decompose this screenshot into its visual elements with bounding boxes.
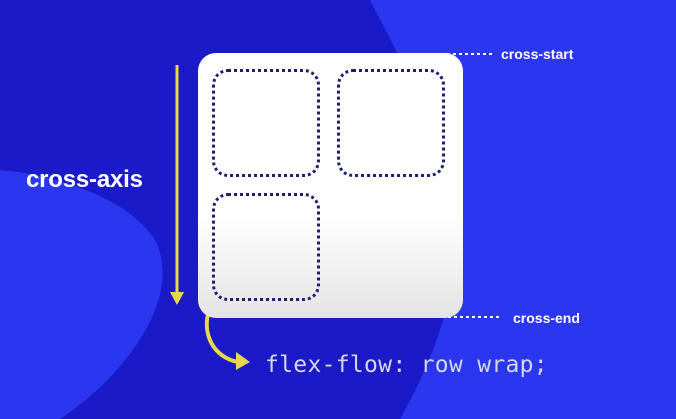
cross-axis-arrowhead xyxy=(170,292,184,305)
curved-arrow-head xyxy=(236,352,250,370)
background-blob-left xyxy=(0,170,163,419)
flex-container xyxy=(198,53,463,318)
cross-start-label: cross-start xyxy=(501,46,574,62)
cross-end-label: cross-end xyxy=(513,310,580,326)
flex-item-2 xyxy=(337,69,445,177)
code-snippet: flex-flow: row wrap; xyxy=(265,352,548,378)
flex-item-1 xyxy=(212,69,320,177)
flex-item-3 xyxy=(212,193,320,301)
cross-axis-label: cross-axis xyxy=(26,166,143,193)
